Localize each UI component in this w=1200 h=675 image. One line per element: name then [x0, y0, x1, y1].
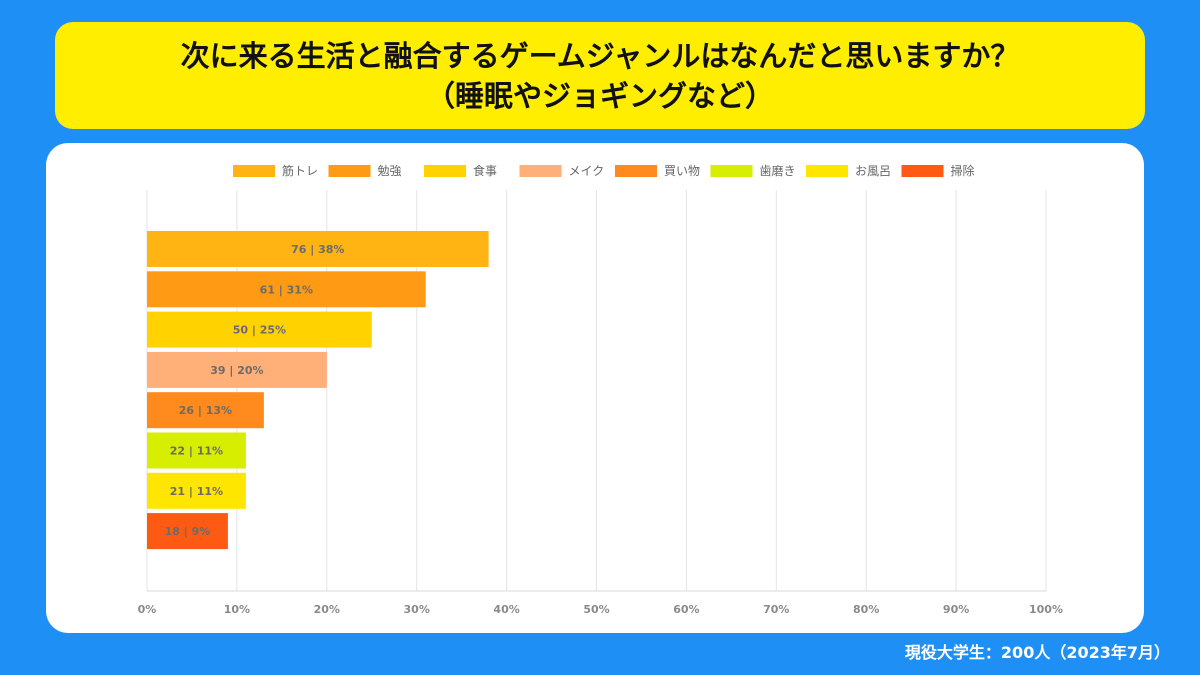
legend-label: メイク: [569, 164, 605, 178]
legend-swatch: [233, 165, 275, 177]
bar: [147, 513, 228, 550]
survey-note: 現役大学生：200人（2023年7月）: [904, 643, 1170, 662]
legend-label: 食事: [473, 163, 497, 178]
x-tick-label: 80%: [853, 603, 879, 616]
x-tick-label: 60%: [673, 603, 699, 616]
legend-label: 買い物: [664, 164, 700, 178]
x-tick-label: 40%: [493, 603, 519, 616]
title-line-1: 次に来る生活と融合するゲームジャンルはなんだと思いますか？: [180, 38, 1020, 73]
legend-label: 勉強: [378, 164, 402, 178]
legend-label: お風呂: [855, 164, 891, 178]
bar: [147, 472, 246, 509]
legend-label: 歯磨き: [760, 164, 796, 178]
x-tick-label: 90%: [943, 603, 969, 616]
legend-swatch: [710, 165, 753, 177]
bar-chart: 0% 10% 20% 30% 40% 50% 60% 70% 80% 90% 100% 筋トレ 勉強 食事…: [138, 163, 1063, 616]
bar-data-label: 50 | 25%: [233, 324, 286, 337]
x-tick-label: 70%: [763, 603, 789, 616]
x-tick-label: 50%: [583, 603, 609, 616]
legend-swatch: [615, 165, 657, 177]
bar: [147, 231, 489, 267]
x-tick-label: 10%: [224, 603, 250, 616]
x-tick-label: 30%: [404, 603, 430, 616]
bar: [147, 432, 246, 469]
bar: [147, 351, 327, 388]
legend-label: 筋トレ: [282, 163, 318, 178]
legend-swatch: [806, 165, 848, 177]
bar-data-label: 18 | 9%: [165, 525, 211, 538]
bar-data-label: 61 | 31%: [260, 283, 313, 296]
title-line-2: （睡眠やジョギングなど）: [425, 78, 774, 113]
legend-label: 掃除: [951, 163, 975, 178]
title-banner: 次に来る生活と融合するゲームジャンルはなんだと思いますか？ （睡眠やジョギングな…: [55, 22, 1145, 129]
legend-swatch: [328, 165, 371, 177]
x-tick-label: 20%: [314, 603, 340, 616]
x-tick-label: 100%: [1029, 603, 1063, 616]
bar: [147, 311, 372, 348]
x-tick-label: 0%: [138, 603, 157, 616]
legend-swatch: [519, 165, 562, 177]
bar-data-label: 22 | 11%: [170, 445, 223, 458]
bar-data-label: 39 | 20%: [210, 364, 263, 377]
chart-card: 0% 10% 20% 30% 40% 50% 60% 70% 80% 90% 100% 筋トレ 勉強 食事…: [46, 143, 1144, 633]
bar-data-label: 21 | 11%: [170, 485, 223, 498]
bar: [147, 392, 264, 429]
bar: [147, 271, 426, 308]
bar-data-label: 76 | 38%: [291, 243, 344, 256]
bar-data-label: 26 | 13%: [179, 404, 232, 417]
legend-swatch: [901, 165, 944, 177]
legend-swatch: [424, 165, 466, 177]
